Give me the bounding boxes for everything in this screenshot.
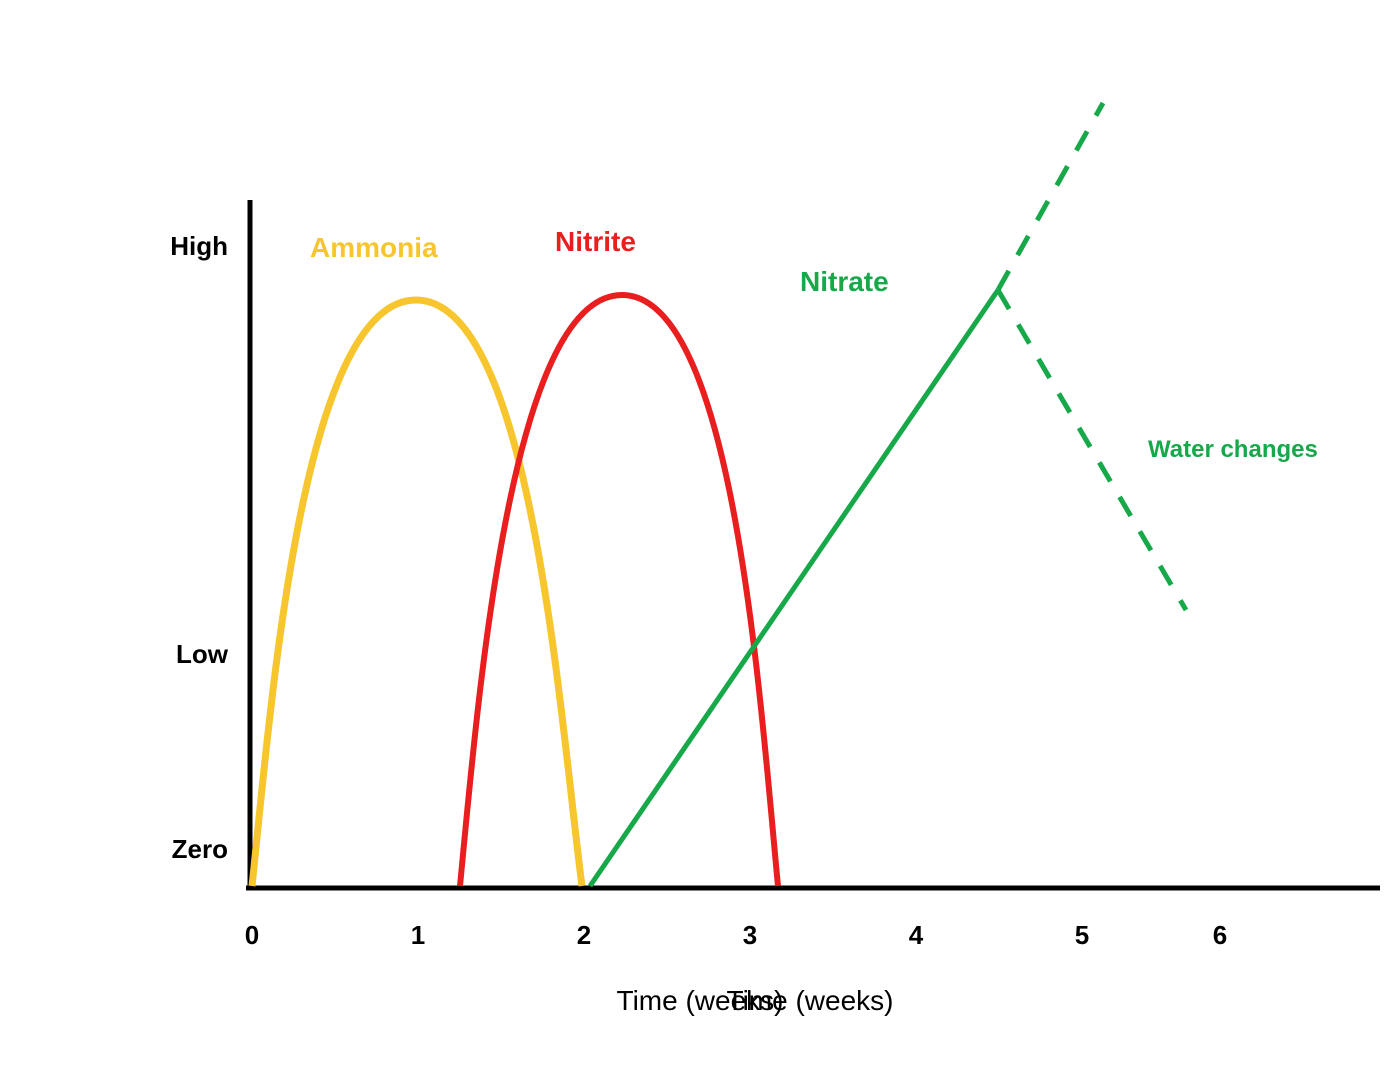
y-label-low: Low	[128, 639, 228, 670]
nitrogen-cycle-chart: High Low Zero 0 1 2 3 4 5 6 Time (weeks)…	[0, 0, 1400, 1082]
nitrate-label: Nitrate	[800, 266, 889, 298]
x-tick-1: 1	[398, 920, 438, 951]
y-label-high: High	[128, 231, 228, 262]
ammonia-curve	[252, 300, 582, 886]
x-tick-0: 0	[232, 920, 272, 951]
nitrate-dash-up	[998, 103, 1103, 290]
nitrite-label: Nitrite	[555, 226, 636, 258]
nitrate-solid-line	[590, 290, 998, 886]
y-label-zero: Zero	[128, 834, 228, 865]
x-tick-6: 6	[1200, 920, 1240, 951]
water-changes-annotation: Water changes	[1148, 436, 1318, 464]
x-tick-3: 3	[730, 920, 770, 951]
x-tick-2: 2	[564, 920, 604, 951]
x-axis-title-center: Time (weeks)	[0, 985, 1400, 1017]
x-tick-4: 4	[896, 920, 936, 951]
x-tick-5: 5	[1062, 920, 1102, 951]
ammonia-label: Ammonia	[310, 232, 438, 264]
chart-svg	[0, 0, 1400, 1082]
nitrite-curve	[460, 295, 778, 886]
